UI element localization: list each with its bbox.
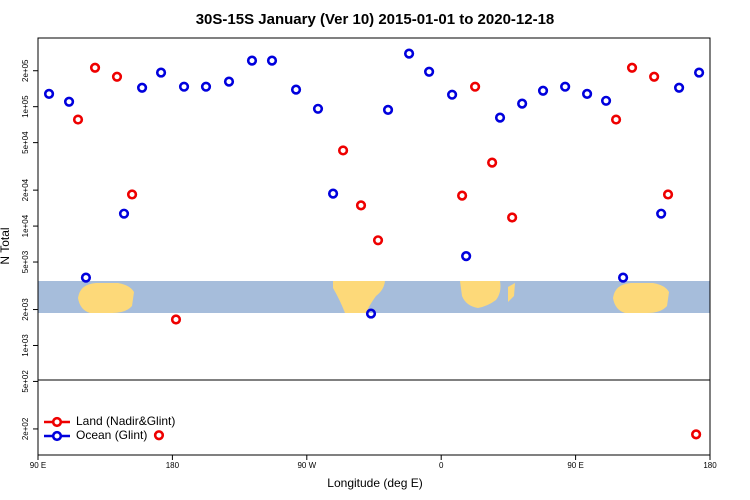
data-point (610, 114, 622, 125)
data-point (126, 189, 138, 200)
y-tick-label: 2e+02 (21, 417, 30, 440)
y-tick-label: 5e+02 (21, 370, 30, 393)
data-point (266, 55, 278, 66)
x-tick-label: 180 (166, 461, 180, 470)
x-tick-label: 90 W (297, 461, 316, 470)
x-tick-label: 90 E (30, 461, 46, 470)
data-point (656, 208, 667, 219)
data-point (246, 55, 258, 66)
data-point (111, 71, 123, 82)
data-point (457, 190, 468, 201)
data-point (673, 82, 685, 93)
data-point (72, 114, 84, 125)
data-point (617, 272, 629, 283)
data-point (507, 212, 518, 223)
data-point (461, 251, 472, 262)
data-point (494, 112, 506, 123)
data-point (290, 84, 302, 95)
y-axis-label: N Total (0, 227, 12, 264)
data-point (424, 66, 435, 77)
data-point (153, 430, 165, 441)
y-tick-label: 2e+04 (21, 178, 30, 201)
data-point (517, 98, 528, 109)
x-tick-label: 90 E (567, 461, 583, 470)
data-point (626, 62, 638, 73)
data-point (560, 81, 571, 92)
y-tick-label: 1e+05 (21, 95, 30, 118)
x-tick-label: 180 (703, 461, 717, 470)
data-point (365, 308, 377, 319)
data-point (600, 95, 612, 106)
data-point (118, 208, 130, 219)
data-point (537, 85, 549, 96)
data-point (327, 188, 339, 199)
data-point (693, 67, 705, 78)
x-tick-label: 0 (439, 461, 444, 470)
data-point (337, 145, 349, 156)
data-point (89, 62, 101, 73)
y-tick-label: 5e+03 (21, 250, 30, 273)
legend-marker (51, 430, 63, 442)
data-point (178, 81, 190, 92)
y-tick-label: 1e+04 (21, 214, 30, 237)
data-point (372, 235, 384, 246)
data-point (469, 81, 481, 92)
legend-label: Ocean (Glint) (76, 428, 147, 442)
data-point (447, 89, 458, 100)
chart-title: 30S-15S January (Ver 10) 2015-01-01 to 2… (196, 11, 555, 28)
map-strip (38, 281, 710, 313)
y-tick-label: 1e+03 (21, 334, 30, 357)
y-tick-label: 2e+05 (21, 59, 30, 82)
data-point (80, 272, 92, 283)
data-point (200, 81, 212, 92)
data-point (170, 314, 182, 325)
data-point (63, 96, 75, 107)
data-point (155, 67, 167, 78)
x-axis-label: Longitude (deg E) (327, 476, 422, 490)
data-point (403, 48, 415, 59)
y-tick-label: 2e+03 (21, 298, 30, 321)
plot-frame (37, 37, 711, 456)
legend-marker (51, 416, 63, 428)
y-tick-label: 5e+04 (21, 131, 30, 154)
data-point (581, 88, 593, 99)
data-point (43, 88, 55, 99)
data-point (649, 71, 660, 82)
data-point (382, 104, 394, 115)
legend-label: Land (Nadir&Glint) (76, 414, 175, 428)
data-point (312, 103, 324, 114)
data-point (136, 82, 148, 93)
data-point (662, 189, 674, 200)
data-point (691, 429, 702, 440)
data-point (487, 157, 498, 168)
data-point (223, 76, 235, 87)
data-point (355, 200, 367, 211)
